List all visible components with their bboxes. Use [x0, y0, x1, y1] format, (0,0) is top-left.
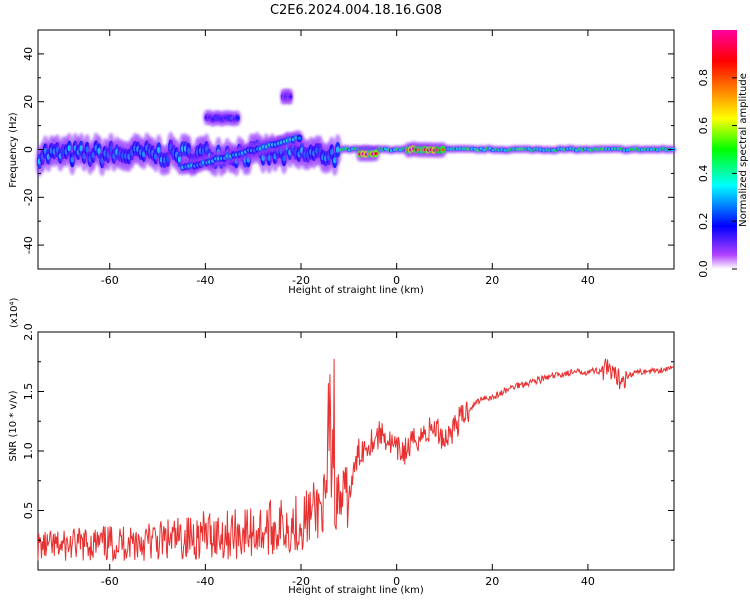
- spectral-core: [441, 148, 445, 152]
- snr-y-ticks: 0.5 1.0 1.5 2.0: [22, 323, 674, 541]
- colorbar-label: Normalized spectral amplitude: [738, 73, 749, 227]
- x-tick-label: -20: [292, 274, 310, 287]
- y-tick-label: 2.0: [22, 323, 35, 341]
- x-tick-label: 20: [485, 274, 499, 287]
- spectrogram-y-ticks: -40 -20 0 20 40: [22, 29, 674, 270]
- x-tick-label: -60: [101, 274, 119, 287]
- x-tick-label: 0: [393, 575, 400, 588]
- spectrogram-y-axis-label: Frequency (Hz): [8, 112, 19, 188]
- spectral-core: [235, 116, 240, 120]
- y-tick-label: 20: [22, 95, 35, 109]
- x-tick-label: -60: [101, 575, 119, 588]
- spectral-core: [374, 151, 378, 156]
- snr-x-axis-label: Height of straight line (km): [288, 585, 424, 596]
- spectral-feature: [336, 144, 677, 155]
- colorbar-gradient: [712, 30, 737, 269]
- spectral-feature: [355, 145, 381, 163]
- y-tick-label: 1.5: [22, 383, 35, 401]
- y-tick-label: 0.5: [22, 502, 35, 520]
- x-tick-label: 0: [393, 274, 400, 287]
- spectral-feature: [279, 88, 294, 105]
- snr-series-line: [37, 358, 675, 563]
- snr-y-axis-label: SNR (10 * v/v): [8, 390, 19, 461]
- x-tick-label: -40: [196, 575, 214, 588]
- chart-title: C2E6.2024.004.18.16.G08: [270, 3, 442, 18]
- spectral-feature: [403, 141, 447, 159]
- spectrogram-x-axis-label: Height of straight line (km): [288, 285, 424, 296]
- y-tick-label: 0: [22, 146, 35, 153]
- colorbar-tick-label: 0.4: [697, 165, 710, 183]
- spectrogram-plot: -60 -40 -20 0 20 40 -40 -20 0 20 40 Height of str…: [8, 29, 677, 296]
- colorbar-tick-label: 0.6: [697, 117, 710, 135]
- colorbar-tick-label: 0.0: [697, 260, 710, 278]
- spectral-core: [289, 95, 292, 99]
- spectral-core: [297, 136, 302, 140]
- y-tick-label: 1.0: [22, 442, 35, 460]
- x-tick-label: 40: [581, 274, 595, 287]
- colorbar-tick-label: 0.2: [697, 212, 710, 230]
- x-tick-label: -40: [196, 274, 214, 287]
- colorbar-ticks: 0.0 0.2 0.4 0.6 0.8: [697, 69, 737, 278]
- x-tick-label: 40: [581, 575, 595, 588]
- snr-plot: -60 -40 -20 0 20 40 0.5 1.0 1.5 2.0 Height of st…: [8, 297, 675, 596]
- colorbar-tick-label: 0.8: [697, 69, 710, 87]
- spectrogram-x-ticks: -60 -40 -20 0 20 40: [101, 30, 595, 287]
- snr-x-ticks: -60 -40 -20 0 20 40: [101, 332, 595, 588]
- x-tick-label: -20: [292, 575, 310, 588]
- colorbar: 0.0 0.2 0.4 0.6 0.8 Normalized spectral ampl…: [697, 30, 749, 278]
- spectral-feature: [202, 109, 242, 127]
- y-tick-label: -40: [22, 236, 35, 254]
- y-tick-label: -20: [22, 188, 35, 206]
- spectral-feature: [178, 130, 304, 176]
- x-tick-label: 20: [485, 575, 499, 588]
- snr-y-multiplier: (x10⁴): [9, 297, 20, 328]
- y-tick-label: 40: [22, 47, 35, 61]
- spectrogram-image: [35, 88, 677, 177]
